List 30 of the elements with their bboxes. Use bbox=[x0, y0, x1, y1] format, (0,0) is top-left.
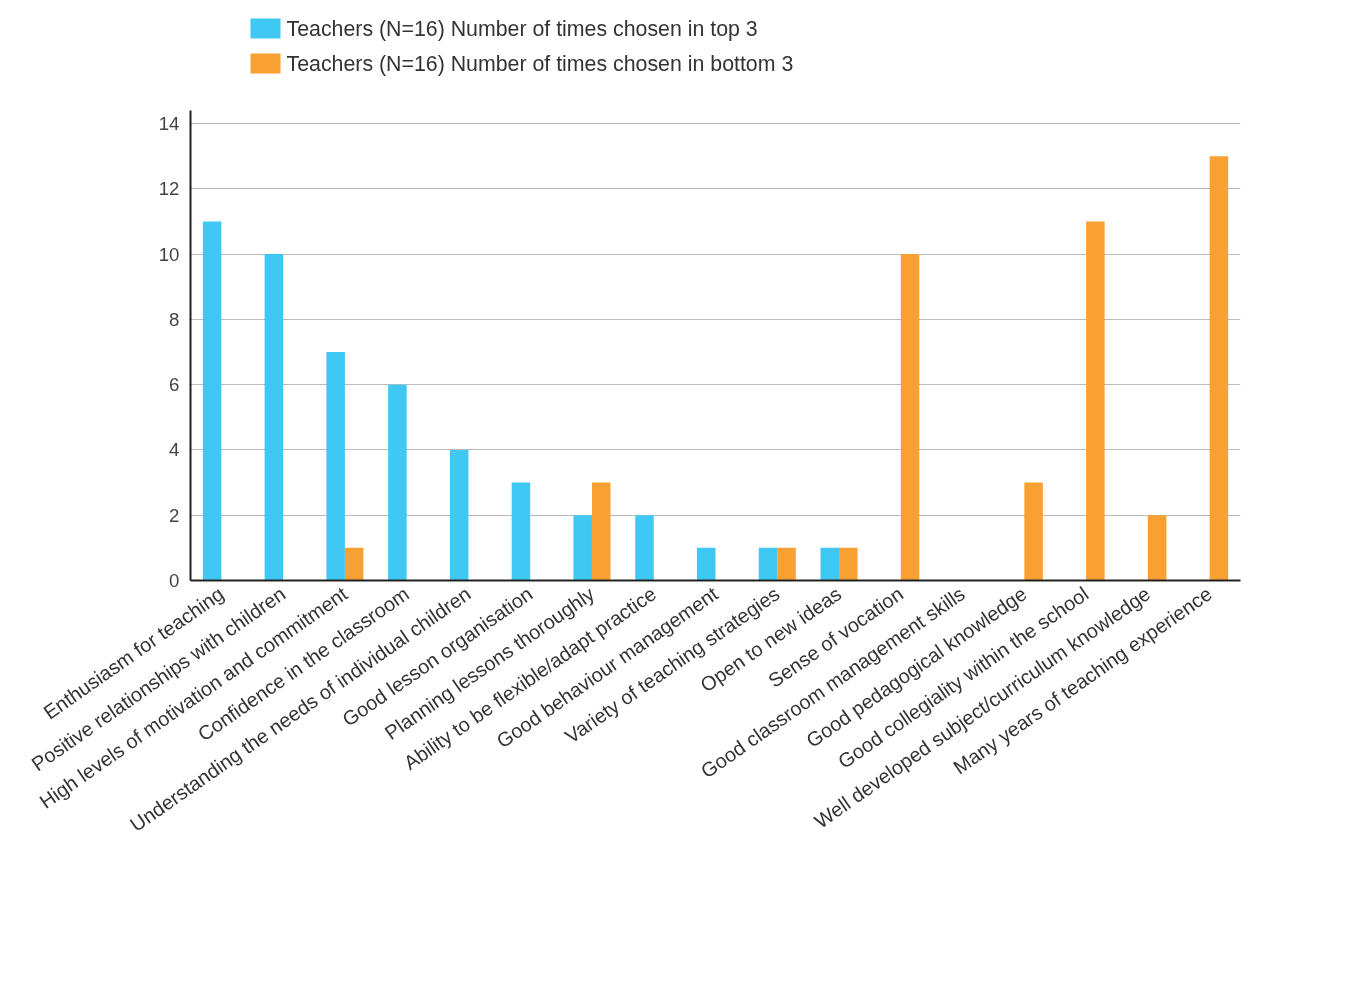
bar bbox=[1024, 482, 1043, 581]
bar bbox=[202, 221, 222, 581]
y-tick-label: 12 bbox=[158, 178, 180, 200]
y-tick-label: 4 bbox=[169, 439, 180, 461]
bar bbox=[1086, 221, 1105, 581]
bar bbox=[777, 547, 796, 581]
y-tick-label: 10 bbox=[158, 243, 180, 265]
legend-label: Teachers (N=16) Number of times chosen in top 3 bbox=[286, 16, 758, 41]
y-tick-label: 0 bbox=[169, 570, 180, 591]
bar bbox=[1209, 156, 1229, 581]
y-tick-label: 8 bbox=[169, 308, 180, 330]
bar bbox=[820, 547, 840, 581]
bar bbox=[388, 384, 407, 581]
bar bbox=[900, 254, 920, 581]
bar bbox=[839, 547, 858, 581]
bar bbox=[326, 352, 345, 581]
y-tick-label: 14 bbox=[158, 113, 180, 135]
bar bbox=[449, 449, 469, 581]
bar bbox=[591, 482, 611, 581]
y-tick-label: 6 bbox=[169, 374, 180, 396]
y-tick-label: 2 bbox=[169, 504, 180, 526]
legend-label: Teachers (N=16) Number of times chosen in bottom 3 bbox=[286, 51, 794, 76]
bar bbox=[511, 482, 531, 581]
bar bbox=[573, 515, 592, 581]
bar bbox=[696, 547, 716, 581]
bar bbox=[635, 515, 654, 581]
bar bbox=[758, 547, 778, 581]
bar bbox=[344, 547, 364, 581]
bar bbox=[264, 254, 284, 581]
bar bbox=[1147, 515, 1167, 581]
